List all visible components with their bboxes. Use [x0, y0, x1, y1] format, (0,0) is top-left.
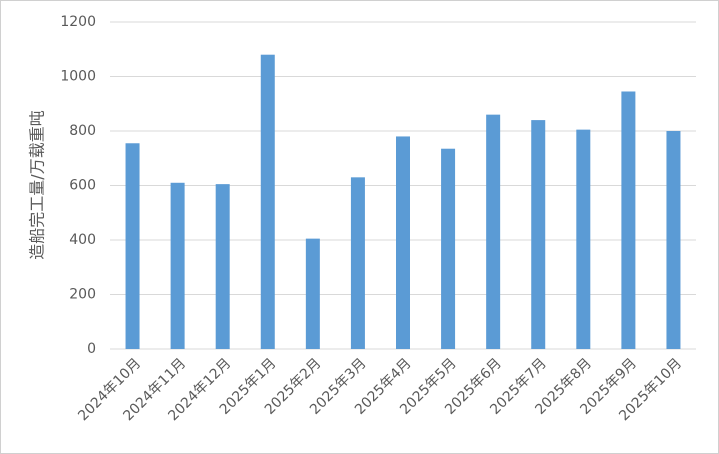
bar — [125, 143, 140, 349]
bar — [260, 54, 275, 349]
bar — [621, 91, 636, 350]
y-tick-label: 400 — [69, 232, 96, 248]
bar — [170, 182, 185, 349]
y-axis-label: 造船完工量/万载重吨 — [28, 110, 47, 259]
y-tick-label: 0 — [87, 341, 96, 357]
bar — [305, 238, 320, 349]
bar — [441, 148, 456, 349]
bar — [396, 136, 410, 349]
bar — [666, 131, 681, 349]
y-tick-label: 1000 — [60, 69, 96, 85]
y-tick-label: 200 — [69, 287, 96, 303]
bar — [486, 114, 501, 350]
y-tick-label: 800 — [69, 123, 96, 139]
y-tick-label: 1200 — [60, 14, 96, 30]
bar — [215, 184, 230, 349]
y-tick-label: 600 — [69, 178, 96, 194]
bar — [350, 177, 365, 349]
bar — [576, 129, 591, 349]
bar — [531, 120, 546, 349]
